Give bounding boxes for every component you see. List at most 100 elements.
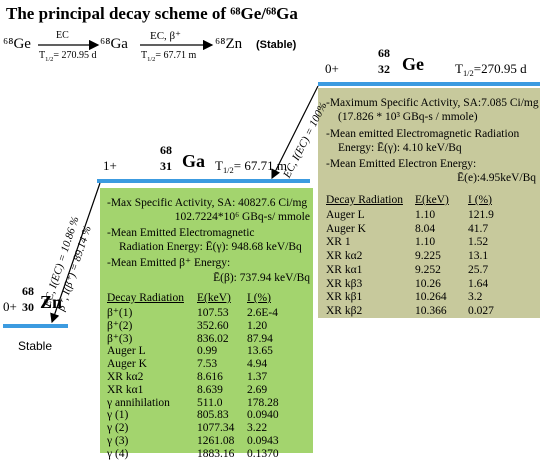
product: ⁶⁸Zn xyxy=(215,36,243,52)
table-cell: 41.7 xyxy=(468,222,489,235)
note: -Mean Emitted Electron Energy: xyxy=(326,158,477,170)
table-cell: 1.64 xyxy=(468,277,489,290)
note: Radiation Energy: Ē(γ): 948.68 keV/Bq xyxy=(119,241,302,253)
note: 102.7224*10⁶ GBq-s/ mmole xyxy=(174,211,310,223)
table-cell: β⁺(1) xyxy=(107,307,133,319)
table-header: E(keV) xyxy=(415,194,449,206)
table-cell: 1.37 xyxy=(247,371,268,383)
table-cell: 1077.34 xyxy=(197,422,235,435)
table-cell: 8.616 xyxy=(197,371,223,383)
table-cell: γ (3) xyxy=(107,435,129,447)
note: -Maximum Specific Activity, SA:7.085 Ci/… xyxy=(326,97,539,109)
daughter: ⁶⁸Ga xyxy=(100,36,128,52)
table-cell: 1261.08 xyxy=(197,435,235,447)
half-life-symbol: T xyxy=(455,61,463,76)
parent: ⁶⁸Ge xyxy=(3,36,31,52)
table-cell: 10.26 xyxy=(415,277,441,290)
table-cell: 511.0 xyxy=(197,396,223,409)
half-life: T1/2= 67.71 m xyxy=(215,159,287,174)
table-cell: 87.94 xyxy=(247,332,273,345)
note: -Max Specific Activity, SA: 40827.6 Ci/m… xyxy=(107,197,308,209)
half-life-value: = 67.71 m xyxy=(233,158,287,173)
table-cell: 8.04 xyxy=(415,222,436,235)
table-cell: 107.53 xyxy=(197,307,229,319)
table-cell: 10.264 xyxy=(415,291,447,304)
table-cell: γ (1) xyxy=(107,409,129,422)
table-cell: 13.65 xyxy=(247,345,273,358)
table-cell: XR kα1 xyxy=(107,383,144,396)
table-cell: XR kβ3 xyxy=(326,277,363,290)
atomic-number: 30 xyxy=(22,300,34,314)
table-cell: XR kα2 xyxy=(326,250,363,263)
half-life: T1/2=270.95 d xyxy=(455,62,527,77)
table-cell: XR kα2 xyxy=(107,371,144,383)
table-cell: 1.10 xyxy=(415,236,436,249)
mass-number: 68 xyxy=(160,143,172,157)
table-cell: 9.252 xyxy=(415,263,441,276)
table-cell: 121.9 xyxy=(468,209,494,221)
ec-arrow xyxy=(271,85,319,180)
table-header: Decay Radiation xyxy=(107,292,184,304)
table-cell: 0.0940 xyxy=(247,409,279,422)
spin: 0+ xyxy=(3,299,17,314)
table-cell: 3.22 xyxy=(247,422,268,435)
atomic-number: 31 xyxy=(160,159,172,173)
half-life-sub: 1/2 xyxy=(462,68,474,78)
note: (17.826 * 10³ GBq-s / mmole) xyxy=(338,111,478,123)
title: The principal decay scheme of ⁶⁸Ge/⁶⁸Ga xyxy=(6,4,298,23)
table-cell: Auger K xyxy=(107,358,147,371)
half-life-symbol: T xyxy=(215,158,223,173)
half-life: T1/2= 270.95 d xyxy=(39,51,97,64)
element: Ga xyxy=(182,151,206,171)
note: -Mean Emitted β⁺ Energy: xyxy=(107,257,231,269)
note: Ē(β): 737.94 keV/Bq xyxy=(213,272,310,284)
half-life-sub: 1/2 xyxy=(45,56,54,63)
spin: 0+ xyxy=(325,61,339,76)
table-cell: 1883.16 xyxy=(197,447,235,460)
table-cell: XR kβ1 xyxy=(326,291,363,304)
table-cell: 8.639 xyxy=(197,383,223,396)
table-cell: Auger L xyxy=(107,345,146,358)
mode: EC xyxy=(56,30,69,41)
table-cell: β⁺(2) xyxy=(107,319,133,332)
table-cell: 0.0943 xyxy=(247,435,279,447)
note: -Mean Emitted Electromagnetic xyxy=(107,227,255,239)
table-header: I (%) xyxy=(247,292,271,304)
table-cell: 0.99 xyxy=(197,345,218,358)
table-cell: 25.7 xyxy=(468,263,489,276)
table-cell: 3.2 xyxy=(468,291,483,304)
element: Zn xyxy=(40,292,63,312)
table-cell: γ annihilation xyxy=(107,396,170,409)
table-cell: 1.10 xyxy=(415,209,436,221)
ge-box-bg xyxy=(318,88,540,318)
note: -Mean emitted Electromagnetic Radiation xyxy=(326,128,520,140)
note: Energy: Ē(γ): 4.10 keV/Bq xyxy=(338,142,462,154)
half-life-sub: 1/2 xyxy=(147,56,156,63)
table-cell: 13.1 xyxy=(468,250,489,263)
atomic-number: 32 xyxy=(378,62,390,76)
table-cell: 0.027 xyxy=(468,304,494,317)
half-life-symbol: T xyxy=(141,50,148,61)
table-cell: 1.20 xyxy=(247,319,268,332)
mass-number: 68 xyxy=(22,284,34,298)
note: Ē(e):4.95keV/Bq xyxy=(457,172,536,184)
table-cell: 178.28 xyxy=(247,396,279,409)
table-header: E(keV) xyxy=(197,292,231,304)
half-life-symbol: T xyxy=(39,50,46,61)
table-cell: 0.1370 xyxy=(247,447,279,460)
element: Ge xyxy=(402,54,424,74)
table-cell: Auger K xyxy=(326,222,366,235)
table-cell: 10.366 xyxy=(415,304,447,317)
spin: 1+ xyxy=(103,158,117,173)
half-life-sub: 1/2 xyxy=(222,165,234,175)
product-note: (Stable) xyxy=(256,39,297,51)
table-cell: 805.83 xyxy=(197,409,229,422)
state: Stable xyxy=(18,339,53,353)
ec-beta-arrow xyxy=(50,182,101,324)
table-cell: 836.02 xyxy=(197,332,229,345)
table-cell: 1.52 xyxy=(468,236,489,249)
table-cell: 7.53 xyxy=(197,358,218,371)
table-cell: 352.60 xyxy=(197,319,229,332)
half-life-value: = 270.95 d xyxy=(53,50,97,61)
